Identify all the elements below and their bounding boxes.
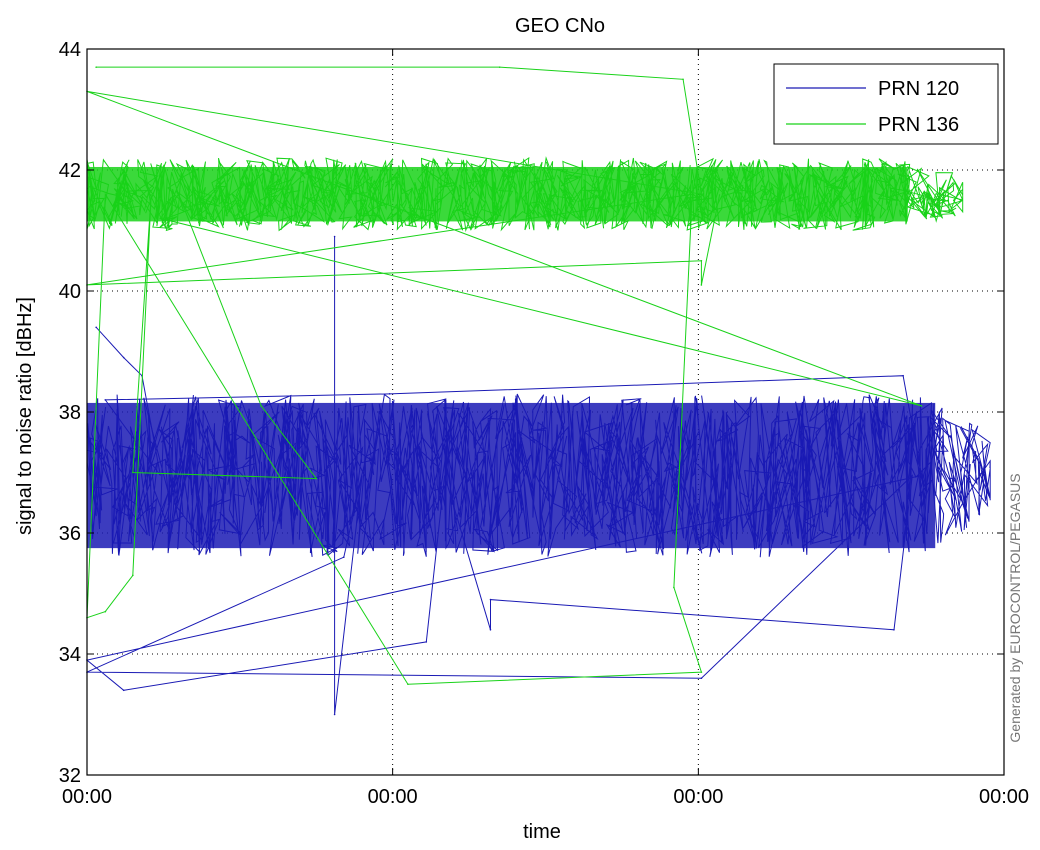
data-point <box>700 677 703 679</box>
x-tick-label: 00:00 <box>979 786 1029 808</box>
legend-box <box>773 63 999 145</box>
x-tick-label: 00:00 <box>368 786 418 808</box>
legend: PRN 120 PRN 136 <box>773 63 999 145</box>
data-point <box>388 393 391 395</box>
x-axis-label: time <box>523 821 561 843</box>
data-point <box>498 66 501 68</box>
watermark-text: Generated by EUROCONTROL/PEGASUS <box>1007 473 1023 742</box>
data-point <box>425 641 428 643</box>
data-point <box>333 235 336 238</box>
data-point <box>132 574 134 577</box>
data-point <box>333 713 336 716</box>
data-point <box>95 66 97 68</box>
x-tick-label: 00:00 <box>62 786 112 808</box>
data-point <box>700 259 703 262</box>
data-point <box>342 556 345 558</box>
data-point <box>893 629 895 631</box>
data-point <box>315 477 318 480</box>
y-tick-label: 42 <box>59 160 81 182</box>
y-axis-label: signal to noise ratio [dBHz] <box>14 297 36 535</box>
series-line-1 <box>86 66 922 685</box>
data-point <box>104 399 107 401</box>
series-band-fill-1 <box>87 166 908 222</box>
data-point <box>682 78 684 81</box>
data-point <box>122 356 125 359</box>
series-lines <box>85 66 923 716</box>
data-point <box>700 284 703 286</box>
data-point <box>920 405 923 407</box>
y-tick-label: 36 <box>59 523 81 545</box>
legend-label: PRN 136 <box>878 114 959 136</box>
data-point <box>700 671 703 673</box>
series-line-0 <box>85 236 923 715</box>
x-tick-label: 00:00 <box>673 786 723 808</box>
y-tick-label: 44 <box>59 39 81 61</box>
data-point <box>489 629 492 631</box>
data-point <box>159 217 162 220</box>
y-tick-label: 34 <box>59 644 81 666</box>
y-tick-label: 40 <box>59 281 81 303</box>
data-point <box>132 471 134 474</box>
legend-label: PRN 120 <box>878 78 959 100</box>
data-point <box>407 683 409 686</box>
data-point <box>673 586 675 589</box>
data-point <box>104 610 107 613</box>
chart-title: GEO CNo <box>515 15 605 37</box>
axis-ticks: 32 34 36 38 40 42 44 00:00 00:00 00:00 00:00 <box>59 39 1029 808</box>
data-point <box>489 598 492 601</box>
data-point <box>95 326 97 329</box>
y-tick-label: 38 <box>59 402 81 424</box>
data-point <box>902 374 904 377</box>
data-point <box>122 689 125 692</box>
data-point <box>260 405 263 407</box>
y-tick-label: 32 <box>59 765 81 787</box>
